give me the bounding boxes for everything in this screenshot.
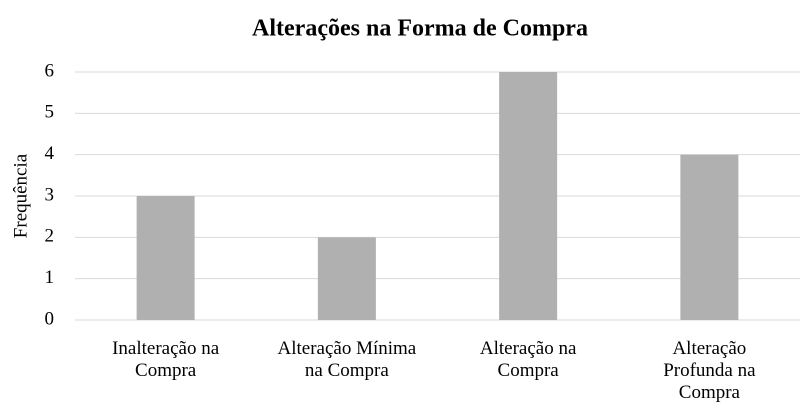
y-tick-label: 6	[45, 60, 55, 81]
y-tick-label: 5	[45, 102, 55, 123]
bar	[136, 196, 195, 320]
chart-title: Alterações na Forma de Compra	[252, 16, 588, 42]
x-tick-label: Inalteração na Compra	[112, 338, 220, 381]
x-tick-label: Alteração na Compra	[479, 338, 577, 381]
y-tick-label: 3	[45, 184, 55, 205]
x-tick-label: Alteração Mínima na Compra	[277, 338, 417, 381]
y-tick-label: 2	[45, 226, 55, 247]
y-tick-label: 4	[45, 143, 55, 164]
y-axis-label: Frequência	[10, 153, 31, 238]
y-tick-label: 1	[45, 267, 55, 288]
y-tick-label: 0	[45, 308, 55, 329]
x-tick-label: Alteração Profunda na Compra	[663, 338, 756, 403]
bar	[317, 237, 376, 320]
bar	[680, 154, 739, 320]
bar	[499, 72, 558, 320]
